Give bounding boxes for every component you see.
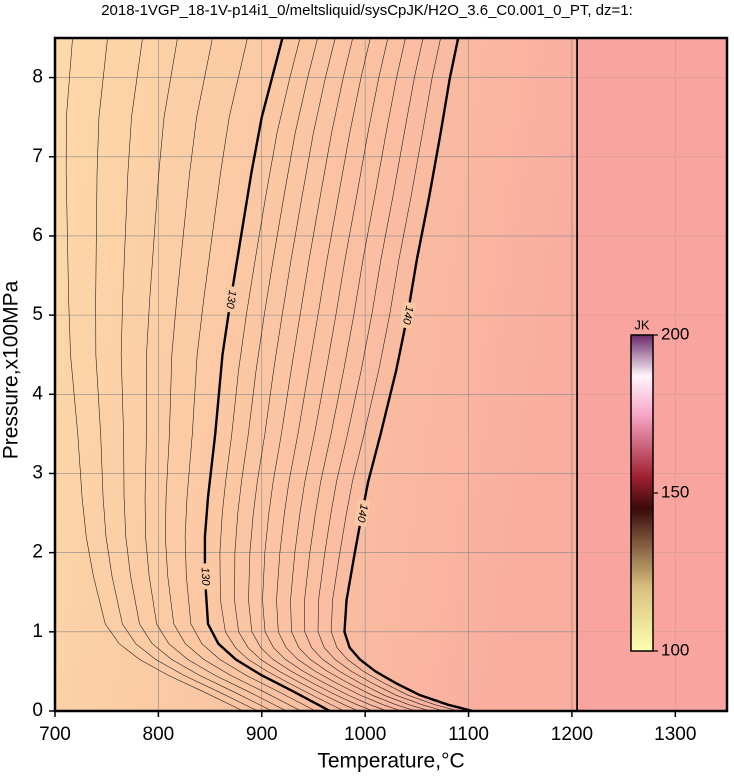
x-tick-label: 1200 <box>551 724 593 745</box>
y-tick-label: 6 <box>32 225 43 246</box>
contour-line <box>343 38 473 711</box>
minor-contour <box>276 38 402 711</box>
minor-contour <box>234 38 359 711</box>
colorbar-tick-label: 150 <box>661 482 689 501</box>
minor-contour <box>304 38 430 711</box>
minor-contour <box>165 38 302 711</box>
x-tick-label: 1300 <box>654 724 696 745</box>
contour-label: 140 <box>400 305 415 326</box>
minor-contour <box>144 38 287 711</box>
y-tick-label: 7 <box>32 146 43 167</box>
contour-label: 130 <box>199 567 212 587</box>
x-tick-label: 1100 <box>448 724 489 745</box>
minor-contour <box>262 38 388 711</box>
contour-label-bg <box>353 499 371 527</box>
minor-contour <box>290 38 416 711</box>
minor-contour <box>317 38 445 711</box>
contour-label: 140 <box>354 503 369 524</box>
minor-contour <box>219 38 345 711</box>
y-tick-label: 0 <box>32 700 43 721</box>
minor-contour <box>95 38 258 711</box>
minor-contour <box>184 38 316 711</box>
y-tick-label: 5 <box>32 304 43 325</box>
y-tick-label: 2 <box>32 542 43 563</box>
x-tick-label: 800 <box>143 724 175 745</box>
y-tick-label: 1 <box>32 621 43 642</box>
contour-line <box>203 38 331 711</box>
colorbar-label: JK <box>634 317 650 332</box>
y-tick-label: 3 <box>32 462 43 483</box>
frame <box>53 36 729 713</box>
y-axis-title: Pressure,x100MPa <box>0 280 23 459</box>
contour-label: 130 <box>223 289 238 310</box>
contour-label-bg <box>399 301 416 329</box>
contour-label-bg <box>222 285 239 314</box>
y-tick-label: 8 <box>32 67 43 88</box>
overlay: 700 800 900 1000 1100 1200 1300 0 1 2 3 4 5 6 7 8 130 130… <box>32 67 696 745</box>
minor-contour <box>65 38 244 711</box>
chart-title: 2018-1VGP_18-1V-p14i1_0/meltsliquid/sysC… <box>101 2 633 19</box>
x-tick-label: 900 <box>246 724 278 745</box>
minor-contour <box>248 38 373 711</box>
minor-contour <box>120 38 273 711</box>
colorbar <box>630 334 654 652</box>
colorbar-tick-label: 200 <box>661 324 689 343</box>
contour-label-bg <box>198 563 212 590</box>
x-axis-title: Temperature,°C <box>317 750 464 773</box>
x-tick-label: 1000 <box>344 724 386 745</box>
minor-contour <box>330 38 459 711</box>
x-tick-label: 700 <box>39 724 71 745</box>
colorbar-tick-label: 100 <box>661 640 689 659</box>
y-tick-label: 4 <box>32 383 43 404</box>
